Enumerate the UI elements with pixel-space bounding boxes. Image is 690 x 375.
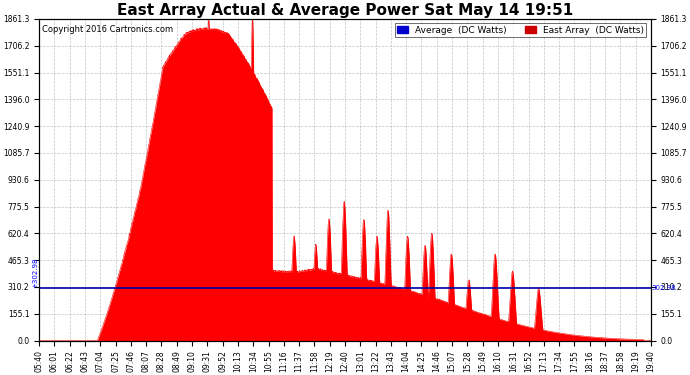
- Text: 302.98: 302.98: [651, 285, 676, 291]
- Title: East Array Actual & Average Power Sat May 14 19:51: East Array Actual & Average Power Sat Ma…: [117, 3, 573, 18]
- Legend: Average  (DC Watts), East Array  (DC Watts): Average (DC Watts), East Array (DC Watts…: [395, 24, 647, 37]
- Text: +302.98: +302.98: [32, 258, 39, 288]
- Text: Copyright 2016 Cartronics.com: Copyright 2016 Cartronics.com: [42, 26, 173, 34]
